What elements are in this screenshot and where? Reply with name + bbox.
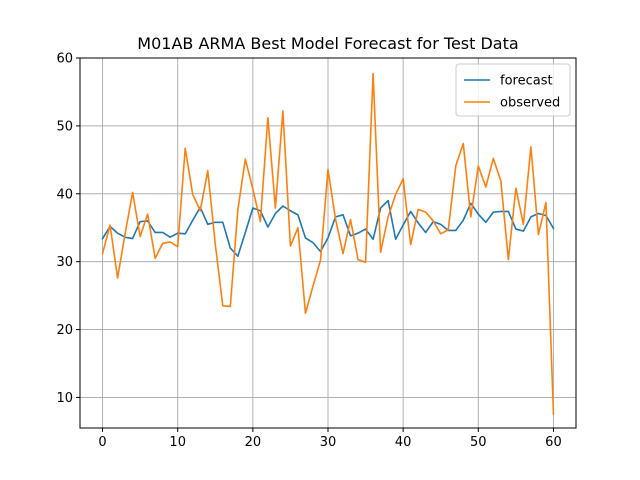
- x-tick-label: 60: [545, 435, 562, 450]
- y-tick-label: 50: [56, 119, 73, 134]
- x-tick-label: 0: [98, 435, 106, 450]
- legend-label-forecast: forecast: [500, 74, 553, 89]
- y-tick-label: 60: [56, 52, 73, 67]
- legend: forecast observed: [455, 63, 571, 117]
- x-tick-label: 30: [320, 435, 337, 450]
- axis-ticks: 0 10 20 30 40 50 60 10 20 30 40 50 60: [56, 52, 561, 451]
- legend-box: [455, 63, 571, 117]
- x-tick-label: 40: [395, 435, 412, 450]
- series-line-observed: [101, 72, 555, 415]
- x-tick-label: 10: [169, 435, 186, 450]
- y-tick-label: 20: [56, 323, 73, 338]
- y-tick-label: 10: [56, 391, 73, 406]
- series-line-forecast: [101, 199, 555, 258]
- x-tick-label: 50: [470, 435, 487, 450]
- y-tick-label: 40: [56, 187, 73, 202]
- x-tick-label: 20: [245, 435, 262, 450]
- chart-title: M01AB ARMA Best Model Forecast for Test …: [137, 34, 518, 53]
- legend-label-observed: observed: [500, 96, 560, 111]
- y-tick-label: 30: [56, 255, 73, 270]
- series-lines: [101, 72, 555, 415]
